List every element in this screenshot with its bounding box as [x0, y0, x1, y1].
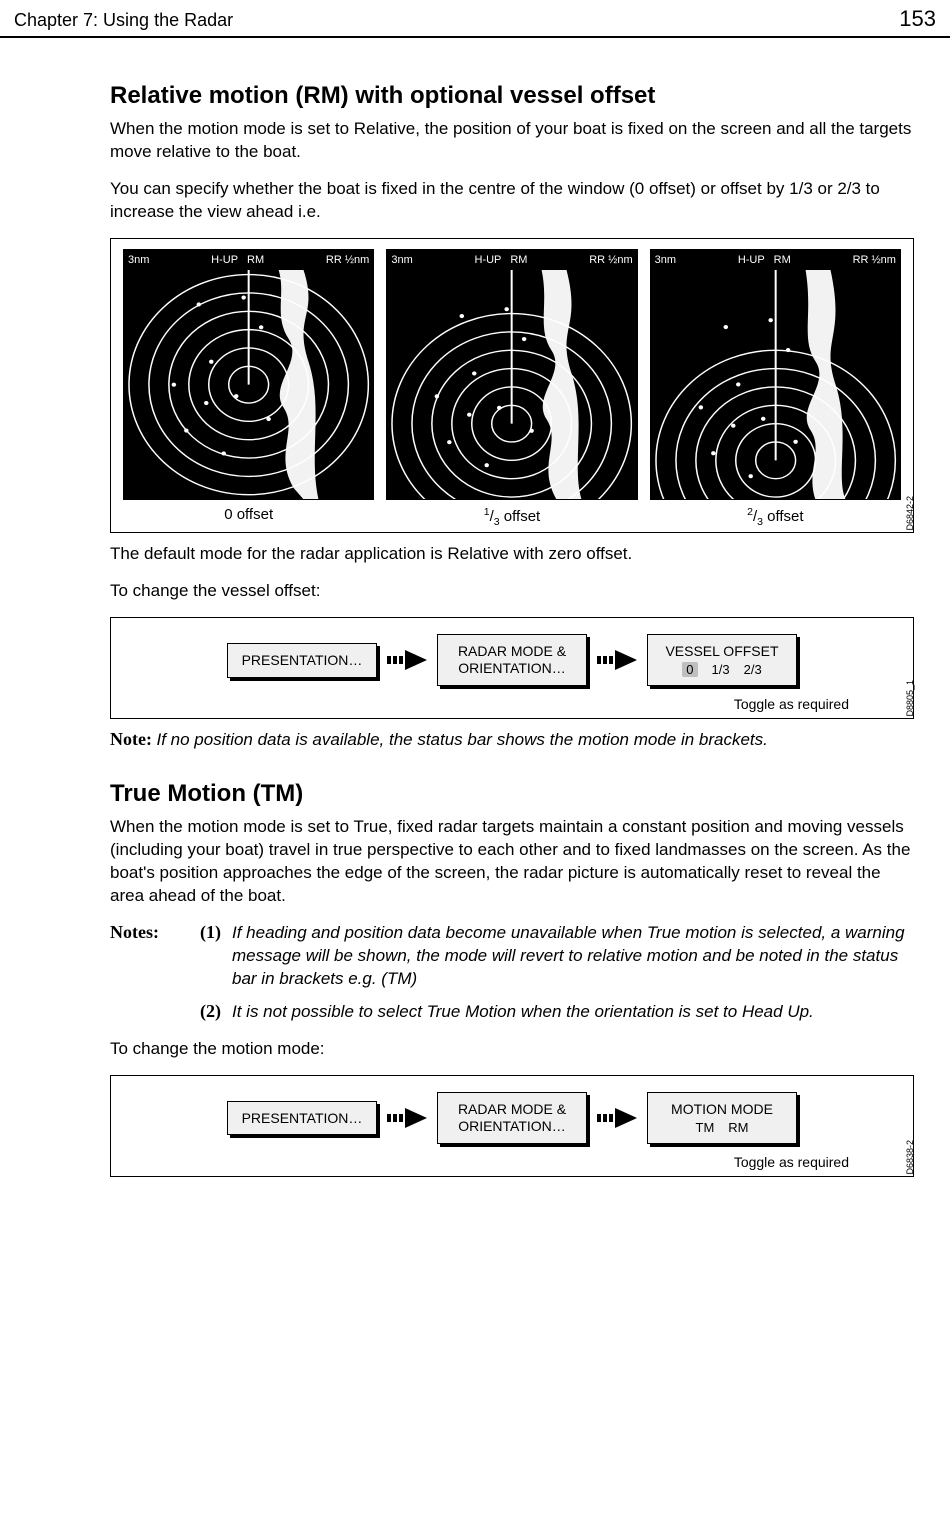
- tm-para1: When the motion mode is set to True, fix…: [110, 816, 914, 908]
- notes-label: Notes:: [110, 922, 200, 991]
- vessel-offset-option[interactable]: 1/3: [712, 662, 730, 678]
- radar-panel: 3nm H-UP RM RR ½nm 0 offset: [123, 249, 374, 528]
- note-item: Notes: (1)If heading and position data b…: [110, 922, 914, 991]
- radar-mode-orientation-button[interactable]: RADAR MODE & ORIENTATION…: [437, 634, 587, 686]
- radar-mode-orientation-button[interactable]: RADAR MODE & ORIENTATION…: [437, 1092, 587, 1144]
- radar-mode: H-UP RM: [738, 254, 791, 266]
- section-heading-rm: Relative motion (RM) with optional vesse…: [110, 82, 914, 110]
- note-label: Note:: [110, 729, 156, 749]
- radar-caption: 1/3 offset: [484, 506, 540, 528]
- radar-range: 3nm: [655, 254, 676, 266]
- arrow-icon: [595, 648, 639, 672]
- figure-code: D8805_1: [905, 680, 915, 717]
- radar-screen: 3nm H-UP RM RR ½nm: [650, 249, 901, 500]
- presentation-button[interactable]: PRESENTATION…: [227, 1101, 377, 1136]
- motion-mode-option[interactable]: RM: [728, 1120, 748, 1136]
- motion-mode-nav-figure: PRESENTATION… RADAR MODE & ORIENTATION… …: [110, 1075, 914, 1177]
- note-number: (2): [200, 1001, 232, 1024]
- radar-mode-label-1: RADAR MODE &: [458, 1101, 566, 1117]
- rm-para2: You can specify whether the boat is fixe…: [110, 178, 914, 224]
- radar-screen: 3nm H-UP RM RR ½nm: [123, 249, 374, 500]
- note-number: (1): [200, 922, 232, 991]
- arrow-icon: [595, 1106, 639, 1130]
- radar-mode: H-UP RM: [475, 254, 528, 266]
- content-area: Relative motion (RM) with optional vesse…: [0, 38, 950, 1203]
- radar-offset-figure: 3nm H-UP RM RR ½nm 0 offset 3nm H-UP RM RR ½nm…: [110, 238, 914, 533]
- note-block: Note: If no position data is available, …: [110, 727, 914, 752]
- note-text: It is not possible to select True Motion…: [232, 1001, 914, 1024]
- presentation-label: PRESENTATION…: [242, 1110, 363, 1126]
- radar-mode-label-2: ORIENTATION…: [458, 660, 566, 676]
- rm-para3: The default mode for the radar applicati…: [110, 543, 914, 566]
- arrow-icon: [385, 1106, 429, 1130]
- note-item: (2)It is not possible to select True Mot…: [110, 1001, 914, 1024]
- radar-range: 3nm: [391, 254, 412, 266]
- presentation-button[interactable]: PRESENTATION…: [227, 643, 377, 678]
- motion-mode-title: MOTION MODE: [658, 1101, 786, 1118]
- radar-status-bar: 3nm H-UP RM RR ½nm: [124, 250, 373, 270]
- radar-mode-label-1: RADAR MODE &: [458, 643, 566, 659]
- rm-para4: To change the vessel offset:: [110, 580, 914, 603]
- presentation-label: PRESENTATION…: [242, 652, 363, 668]
- note-text: If heading and position data become unav…: [232, 922, 914, 991]
- radar-panel: 3nm H-UP RM RR ½nm 1/3 offset: [386, 249, 637, 528]
- vessel-offset-button[interactable]: VESSEL OFFSET 0 1/3 2/3: [647, 634, 797, 686]
- toggle-note: Toggle as required: [123, 696, 901, 712]
- radar-range: 3nm: [128, 254, 149, 266]
- radar-mode: H-UP RM: [211, 254, 264, 266]
- chapter-title: Chapter 7: Using the Radar: [14, 10, 233, 31]
- radar-rr: RR ½nm: [326, 254, 369, 266]
- figure-code: D6842-2: [905, 496, 915, 531]
- vessel-offset-nav-figure: PRESENTATION… RADAR MODE & ORIENTATION… …: [110, 617, 914, 719]
- radar-status-bar: 3nm H-UP RM RR ½nm: [387, 250, 636, 270]
- radar-status-bar: 3nm H-UP RM RR ½nm: [651, 250, 900, 270]
- radar-screen: 3nm H-UP RM RR ½nm: [386, 249, 637, 500]
- figure-code: D6838-2: [905, 1140, 915, 1175]
- vessel-offset-option[interactable]: 0: [682, 662, 697, 678]
- notes-list: Notes: (1)If heading and position data b…: [110, 922, 914, 1024]
- radar-caption: 2/3 offset: [747, 506, 803, 528]
- rm-para1: When the motion mode is set to Relative,…: [110, 118, 914, 164]
- motion-mode-button[interactable]: MOTION MODE TM RM: [647, 1092, 797, 1144]
- radar-mode-label-2: ORIENTATION…: [458, 1118, 566, 1134]
- section-heading-tm: True Motion (TM): [110, 780, 914, 808]
- page-header: Chapter 7: Using the Radar 153: [0, 0, 950, 38]
- note-text: If no position data is available, the st…: [156, 730, 767, 749]
- radar-rr: RR ½nm: [589, 254, 632, 266]
- radar-panel: 3nm H-UP RM RR ½nm 2/3 offset: [650, 249, 901, 528]
- radar-caption: 0 offset: [224, 506, 273, 523]
- page-number: 153: [899, 6, 936, 32]
- radar-rr: RR ½nm: [853, 254, 896, 266]
- vessel-offset-option[interactable]: 2/3: [744, 662, 762, 678]
- arrow-icon: [385, 648, 429, 672]
- toggle-note: Toggle as required: [123, 1154, 901, 1170]
- tm-para2: To change the motion mode:: [110, 1038, 914, 1061]
- notes-label: [110, 1001, 200, 1024]
- vessel-offset-title: VESSEL OFFSET: [658, 643, 786, 660]
- motion-mode-option[interactable]: TM: [696, 1120, 715, 1136]
